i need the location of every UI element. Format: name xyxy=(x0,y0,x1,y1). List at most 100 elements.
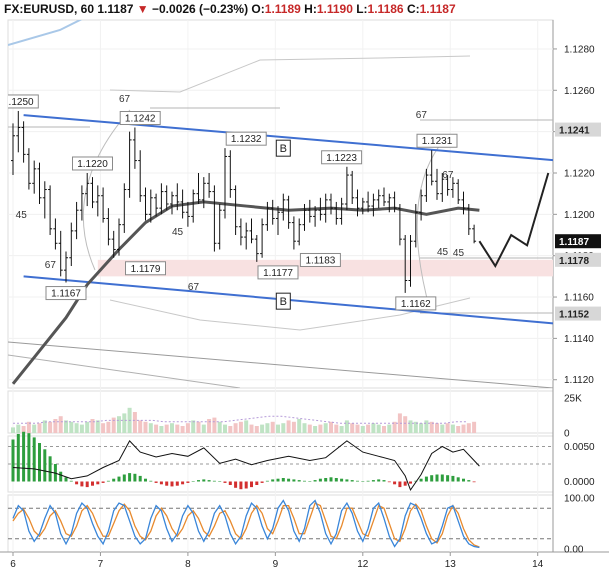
macd-histogram-bar xyxy=(149,480,153,482)
price-tick-label: 1.1200 xyxy=(564,210,595,221)
price-badge-text: 1.1187 xyxy=(559,237,589,248)
time-tick-label: 14 xyxy=(532,559,544,570)
candle xyxy=(323,193,328,223)
volume-bar xyxy=(185,423,190,433)
candle xyxy=(58,230,63,277)
swing-label-text: 1.1231 xyxy=(422,136,453,147)
macd-histogram-bar xyxy=(159,481,163,485)
swing-label: 1.1179 xyxy=(125,261,166,276)
candle xyxy=(201,177,206,209)
volume-bar xyxy=(74,423,79,433)
price-badge: 1.1187 xyxy=(555,234,601,249)
volume-bar xyxy=(466,423,471,433)
macd-histogram-bar xyxy=(96,481,100,485)
volume-bar xyxy=(334,424,339,433)
fib-label: 45 xyxy=(453,248,465,259)
price-tick-label: 1.1160 xyxy=(564,293,594,304)
macd-line xyxy=(12,440,480,491)
candle xyxy=(461,191,466,215)
candle xyxy=(291,216,296,250)
volume-bar xyxy=(212,417,217,433)
macd-histogram-bar xyxy=(144,478,147,482)
volume-bar xyxy=(355,424,360,433)
candle xyxy=(90,177,95,209)
swing-label-text: 1.1183 xyxy=(305,255,335,266)
volume-bar xyxy=(265,423,270,433)
candle xyxy=(64,251,68,283)
chart-header: FX:EURUSD, 60 1.1187 ▼ −0.0026 (−0.23%) … xyxy=(4,2,456,16)
swing-label-text: 1.1242 xyxy=(125,114,156,125)
volume-bar xyxy=(101,423,106,433)
macd-histogram-bar xyxy=(239,481,243,490)
volume-bar xyxy=(403,416,408,433)
price-pane: 1.1250 1.1242 1.1232 1.1223 1.1231 1.1220 1.11… xyxy=(8,20,553,388)
candle xyxy=(79,185,84,221)
volume-bar xyxy=(106,421,111,433)
volume-bar xyxy=(339,426,344,433)
last-price: 1.1187 xyxy=(97,2,134,16)
candle xyxy=(376,189,381,209)
volume-bar xyxy=(249,424,254,433)
macd-histogram-bar xyxy=(371,480,375,482)
candle xyxy=(111,230,116,258)
volume-bar xyxy=(344,420,349,433)
candle xyxy=(350,170,355,204)
macd-histogram-bar xyxy=(366,480,370,482)
volume-bar xyxy=(196,421,201,433)
macd-histogram-bar xyxy=(403,481,407,486)
candle xyxy=(344,166,349,211)
macd-histogram-bar xyxy=(186,481,190,483)
candle xyxy=(26,148,31,190)
candle xyxy=(223,148,227,219)
macd-histogram-bar xyxy=(409,481,412,484)
symbol-label[interactable]: FX:EURUSD, 60 xyxy=(4,2,95,16)
candle xyxy=(302,204,307,231)
volume-bar xyxy=(323,423,328,433)
candle xyxy=(143,187,148,221)
volume-bar xyxy=(170,423,174,433)
candle xyxy=(101,187,106,223)
volume-bar xyxy=(419,423,424,433)
volume-bar xyxy=(159,426,164,433)
candle xyxy=(307,199,312,223)
volume-bar xyxy=(329,421,333,433)
macd-histogram-bar xyxy=(265,480,269,482)
swing-label-box xyxy=(257,265,299,280)
volume-bar xyxy=(376,424,381,433)
volume-bar xyxy=(164,424,169,433)
price-badge-box xyxy=(555,122,601,137)
macd-histogram-bar xyxy=(318,478,322,482)
fib-label: 45 xyxy=(172,227,184,238)
macd-histogram-bar xyxy=(451,475,455,482)
macd-histogram-bar xyxy=(32,437,36,482)
volume-bar xyxy=(175,424,180,433)
swing-label-box xyxy=(45,286,87,301)
candle xyxy=(122,183,127,233)
candle xyxy=(42,181,47,219)
volume-bar xyxy=(440,424,445,433)
candle xyxy=(445,175,450,196)
macd-histogram-bar xyxy=(48,456,52,482)
close-label: C: xyxy=(406,2,420,16)
volume-bar xyxy=(276,424,280,433)
macd-histogram-bar xyxy=(260,481,264,483)
candle xyxy=(217,204,222,250)
price-badge-text: 1.1152 xyxy=(559,310,589,321)
candle xyxy=(360,197,365,215)
volume-bar xyxy=(16,424,21,433)
candle xyxy=(238,218,243,246)
candle xyxy=(440,172,445,202)
macd-histogram-bar xyxy=(345,479,349,482)
down-arrow-icon: ▼ xyxy=(136,2,149,16)
volume-bar xyxy=(429,421,434,433)
volume-bar xyxy=(260,424,265,433)
macd-histogram-bar xyxy=(154,481,158,483)
macd-axis-label: 0.0050 xyxy=(564,442,595,453)
swing-label-text: 1.1177 xyxy=(263,268,293,279)
macd-histogram-bar xyxy=(191,481,195,482)
macd-histogram-bar xyxy=(175,481,179,486)
volume-bar xyxy=(69,421,74,433)
volume-bar xyxy=(132,412,137,433)
